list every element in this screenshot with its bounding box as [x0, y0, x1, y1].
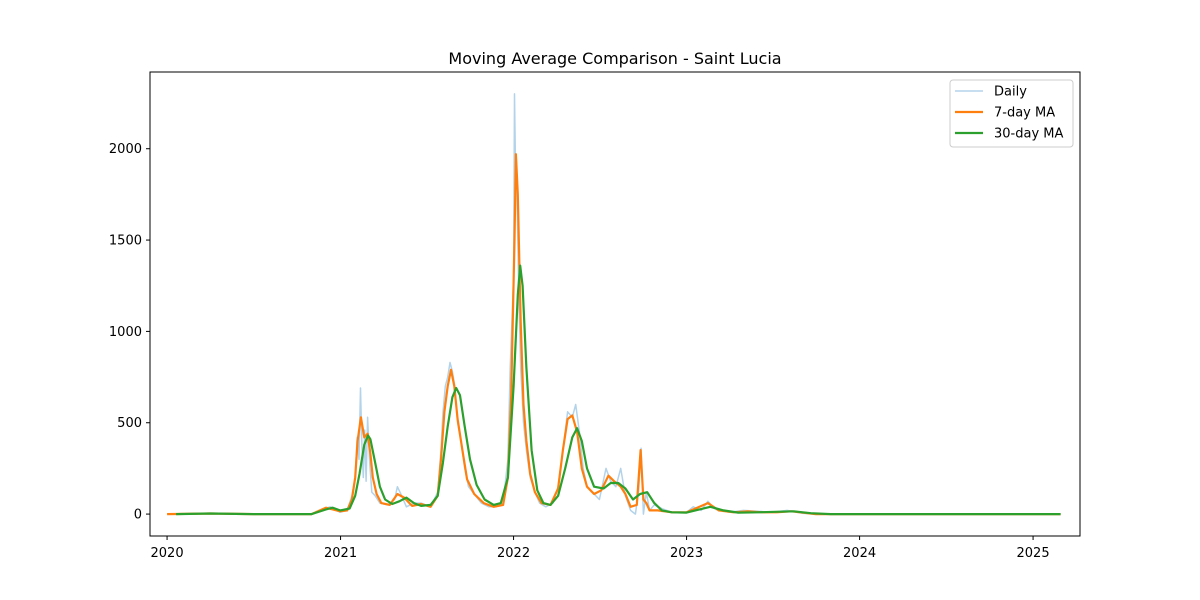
series-7-day-ma-line	[167, 153, 1061, 516]
legend-label: Daily	[994, 85, 1027, 100]
legend-box	[949, 79, 1074, 148]
y-tick-label: 500	[117, 416, 142, 431]
x-tick-label: 2020	[151, 546, 184, 561]
legend-label: 7-day MA	[994, 106, 1055, 121]
y-tick-label: 1000	[109, 325, 142, 340]
x-tick-label: 2021	[324, 546, 357, 561]
legend: Daily 7-day MA 30-day MA	[949, 79, 1074, 148]
x-tick-label: 2023	[670, 546, 703, 561]
y-tick-label: 0	[134, 508, 142, 523]
chart-title: Moving Average Comparison - Saint Lucia	[448, 49, 781, 68]
y-tick-label: 2000	[109, 142, 142, 157]
series-layer	[167, 93, 1061, 516]
x-tick-label: 2025	[1017, 546, 1050, 561]
plot-frame	[149, 71, 1081, 537]
x-axis: 2020 2021 2022 2023 2024 2025	[151, 536, 1050, 561]
legend-label: 30-day MA	[994, 127, 1063, 142]
series-30-day-ma-line	[176, 264, 1061, 516]
y-axis: 0 500 1000 1500 2000	[109, 142, 150, 523]
y-tick-label: 1500	[109, 234, 142, 249]
x-tick-label: 2022	[497, 546, 530, 561]
x-tick-label: 2024	[843, 546, 876, 561]
